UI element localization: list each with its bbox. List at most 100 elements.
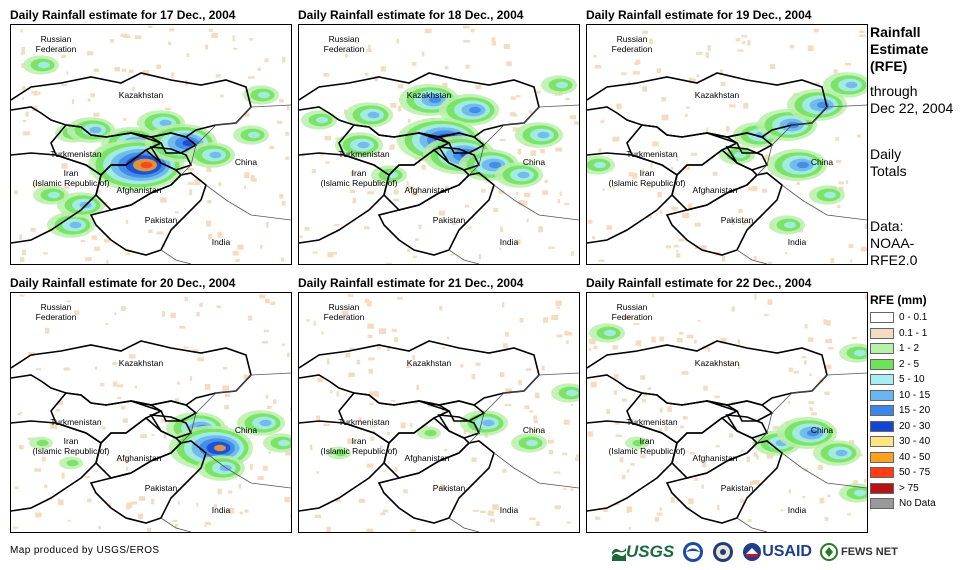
rain-area bbox=[345, 102, 393, 128]
country-label-pakistan: Pakistan bbox=[145, 215, 178, 225]
rain-area bbox=[551, 383, 579, 403]
credit-text: Map produced by USGS/EROS bbox=[10, 545, 160, 556]
legend-swatch bbox=[870, 482, 894, 494]
rain-area bbox=[59, 456, 83, 470]
legend-swatch bbox=[870, 389, 894, 401]
rain-area bbox=[823, 72, 867, 98]
country-label-iran: Iran (Islamic Republic of) bbox=[609, 168, 686, 188]
rain-area bbox=[769, 215, 805, 235]
legend-label: 0.1 - 1 bbox=[899, 327, 928, 339]
country-border bbox=[468, 372, 579, 444]
country-label-kazakhstan: Kazakhstan bbox=[407, 358, 452, 368]
light-rain-speckles bbox=[12, 294, 291, 532]
legend-label: 1 - 2 bbox=[899, 343, 920, 355]
rain-area bbox=[327, 446, 351, 460]
country-border bbox=[205, 184, 291, 221]
country-label-india: India bbox=[788, 505, 807, 515]
country-label-pakistan: Pakistan bbox=[721, 215, 754, 225]
country-label-iran: Iran (Islamic Republic of) bbox=[609, 436, 686, 456]
rain-area bbox=[511, 433, 547, 453]
legend-item: 10 - 15 bbox=[870, 388, 936, 404]
country-label-kazakhstan: Kazakhstan bbox=[119, 90, 164, 100]
country-border bbox=[736, 249, 768, 264]
country-border bbox=[299, 420, 390, 512]
country-label-turkmenistan: Turkmenistan bbox=[338, 149, 389, 159]
country-border bbox=[180, 104, 291, 176]
rainfall-map: Russian Federation Kazakhstan Turkmenistan I… bbox=[298, 24, 580, 265]
legend-label: 10 - 15 bbox=[899, 389, 931, 401]
rain-area bbox=[787, 89, 847, 121]
light-rain-speckles bbox=[587, 293, 867, 531]
usaid-logo-text: USAID bbox=[762, 543, 812, 560]
legend-swatch bbox=[870, 467, 894, 479]
legend-label: No Data bbox=[899, 498, 936, 510]
panel-title: Daily Rainfall estimate for 18 Dec., 200… bbox=[298, 8, 524, 22]
country-label-turkmenistan: Turkmenistan bbox=[626, 149, 677, 159]
country-label-iran: Iran (Islamic Republic of) bbox=[321, 436, 398, 456]
country-label-pakistan: Pakistan bbox=[145, 483, 178, 493]
fews-logo-text: FEWS NET bbox=[840, 546, 898, 558]
rain-area bbox=[33, 185, 69, 205]
country-label-kazakhstan: Kazakhstan bbox=[695, 358, 740, 368]
country-label-pakistan: Pakistan bbox=[721, 483, 754, 493]
country-label-china: China bbox=[811, 425, 833, 435]
rain-area bbox=[233, 125, 269, 145]
country-label-russia: Russian Federation bbox=[612, 302, 653, 322]
usgs-logo-text: USGS bbox=[626, 542, 675, 561]
country-border bbox=[756, 104, 867, 176]
legend-label: 5 - 10 bbox=[899, 374, 925, 386]
dos-seal bbox=[712, 541, 734, 563]
side-through: through Dec 22, 2004 bbox=[870, 83, 954, 116]
logo-bar: USGS USAID FEWS NET bbox=[612, 539, 898, 565]
country-border bbox=[89, 172, 207, 256]
country-label-turkmenistan: Turkmenistan bbox=[338, 417, 389, 427]
legend-swatch bbox=[870, 343, 894, 355]
country-label-china: China bbox=[235, 425, 257, 435]
country-label-kazakhstan: Kazakhstan bbox=[407, 90, 452, 100]
noaa-seal bbox=[682, 541, 704, 563]
country-border bbox=[736, 517, 768, 532]
legend-label: 30 - 40 bbox=[899, 436, 931, 448]
legend-label: 0 - 0.1 bbox=[899, 312, 928, 324]
legend-label: 20 - 30 bbox=[899, 420, 931, 432]
legend-item: 40 - 50 bbox=[870, 450, 936, 466]
rain-area bbox=[187, 142, 235, 168]
legend-item: 2 - 5 bbox=[870, 357, 936, 373]
rain-area bbox=[777, 417, 837, 449]
legend-item: > 75 bbox=[870, 481, 936, 497]
country-label-russia: Russian Federation bbox=[36, 302, 77, 322]
rain-area bbox=[47, 212, 95, 238]
panel-title: Daily Rainfall estimate for 17 Dec., 200… bbox=[10, 8, 236, 22]
country-label-india: India bbox=[500, 237, 519, 247]
country-label-russia: Russian Federation bbox=[612, 34, 653, 54]
country-label-turkmenistan: Turkmenistan bbox=[50, 149, 101, 159]
country-label-kazakhstan: Kazakhstan bbox=[119, 358, 164, 368]
country-border bbox=[587, 420, 678, 512]
rain-area bbox=[515, 122, 563, 148]
legend: RFE (mm) 0 - 0.1 0.1 - 1 1 - 2 2 - 5 5 - 10 1… bbox=[870, 293, 936, 512]
rain-area bbox=[29, 436, 53, 450]
country-border bbox=[448, 249, 480, 264]
legend-label: 2 - 5 bbox=[899, 358, 920, 370]
rainfall-map: Russian Federation Kazakhstan Turkmenistan I… bbox=[10, 292, 292, 533]
side-data: Data: NOAA- RFE2.0 bbox=[870, 218, 918, 268]
legend-item: 1 - 2 bbox=[870, 341, 936, 357]
country-border bbox=[299, 152, 390, 244]
country-border bbox=[448, 517, 480, 532]
legend-item: 0.1 - 1 bbox=[870, 326, 936, 342]
country-label-pakistan: Pakistan bbox=[433, 215, 466, 225]
country-border bbox=[493, 452, 579, 489]
rain-area bbox=[335, 132, 383, 158]
country-label-afghanistan: Afghanistan bbox=[693, 453, 738, 463]
country-border bbox=[665, 440, 783, 524]
usgs-logo: USGS bbox=[612, 542, 674, 562]
rainfall-map: Russian Federation Kazakhstan Turkmenistan I… bbox=[586, 24, 868, 265]
legend-swatch bbox=[870, 405, 894, 417]
legend-label: 15 - 20 bbox=[899, 405, 931, 417]
rain-area bbox=[263, 433, 291, 453]
rain-area bbox=[23, 55, 59, 75]
legend-label: > 75 bbox=[899, 482, 919, 494]
country-border bbox=[160, 249, 192, 264]
rain-area bbox=[767, 149, 827, 181]
country-label-iran: Iran (Islamic Republic of) bbox=[33, 436, 110, 456]
